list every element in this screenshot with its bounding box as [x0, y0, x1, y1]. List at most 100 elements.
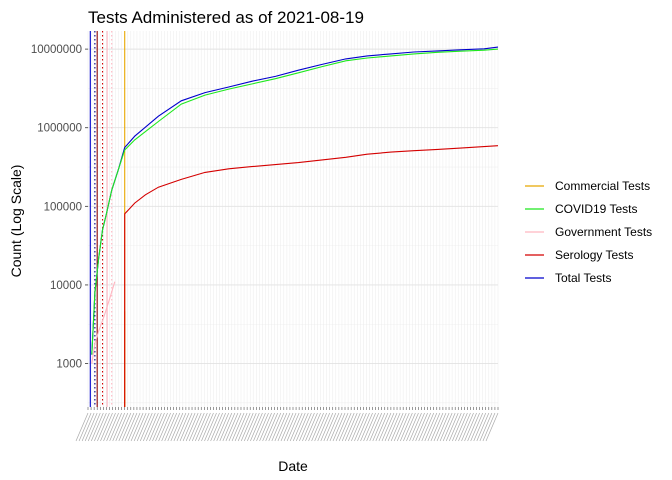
x-tick-label-glyph — [455, 412, 468, 442]
x-tick-label-glyph — [283, 412, 297, 442]
x-tick-label-glyph — [234, 412, 248, 442]
x-tick-label-glyph — [295, 412, 309, 442]
x-tick-label-glyph — [103, 412, 116, 442]
x-tick-label-glyph — [216, 412, 230, 442]
x-tick-label-glyph — [225, 412, 239, 442]
x-tick-label-glyph — [271, 412, 285, 442]
x-tick-label-glyph — [176, 412, 190, 442]
x-tick-label-glyph — [427, 412, 441, 442]
x-tick-label-glyph — [149, 412, 162, 442]
x-tick-label-glyph — [289, 412, 303, 442]
x-tick-label-glyph — [458, 412, 471, 442]
x-tick-label-glyph — [265, 412, 279, 442]
x-tick-label-glyph — [81, 412, 95, 442]
x-tick-label-glyph — [219, 412, 233, 442]
x-tick-label-glyph — [118, 412, 132, 442]
x-tick-label-glyph — [213, 412, 227, 442]
x-tick-label-glyph — [314, 412, 327, 442]
x-tick-label-glyph — [167, 412, 181, 442]
x-tick-label-glyph — [299, 412, 312, 442]
x-tick-label-glyph — [106, 412, 119, 442]
series-line-covid19-tests — [91, 48, 499, 355]
x-tick-label-glyph — [280, 412, 294, 442]
legend: Commercial Tests COVID19 Tests Government … — [525, 179, 652, 285]
x-tick-label-glyph — [210, 412, 223, 442]
x-tick-label-glyph — [277, 412, 291, 442]
chart-title: Tests Administered as of 2021-08-19 — [88, 8, 364, 27]
x-tick-label-glyph — [139, 412, 153, 442]
x-tick-label-glyph — [439, 412, 453, 442]
legend-label: Commercial Tests — [555, 179, 650, 193]
grid — [87, 31, 499, 407]
x-tick-label-glyph — [78, 412, 92, 442]
x-tick-label-glyph — [366, 412, 379, 442]
x-tick-label-glyph — [351, 412, 364, 442]
x-tick-label-glyph — [198, 412, 211, 442]
y-tick-label: 10000000 — [31, 44, 82, 56]
x-tick-label-glyph — [253, 412, 266, 442]
x-tick-label-glyph — [302, 412, 315, 442]
x-tick-label-glyph — [195, 412, 208, 442]
x-tick-label-glyph — [436, 412, 450, 442]
x-axis-ticks — [75, 407, 499, 442]
x-tick-label-glyph — [243, 412, 257, 442]
x-tick-label-glyph — [396, 412, 410, 442]
x-tick-label-glyph — [479, 412, 493, 442]
legend-label: Serology Tests — [555, 248, 634, 262]
x-tick-label-glyph — [109, 412, 122, 442]
x-tick-label-glyph — [204, 412, 217, 442]
x-tick-label-glyph — [442, 412, 456, 442]
x-tick-label-glyph — [375, 412, 389, 442]
legend-label: COVID19 Tests — [555, 202, 637, 216]
x-tick-label-glyph — [341, 412, 355, 442]
x-tick-label-glyph — [476, 412, 490, 442]
x-tick-label-glyph — [418, 412, 432, 442]
x-tick-label-glyph — [250, 412, 263, 442]
x-tick-label-glyph — [335, 412, 349, 442]
x-tick-label-glyph — [142, 412, 156, 442]
x-tick-label-glyph — [332, 412, 346, 442]
x-tick-label-glyph — [127, 412, 141, 442]
x-tick-label-glyph — [87, 412, 101, 442]
x-tick-label-glyph — [240, 412, 254, 442]
x-tick-label-glyph — [136, 412, 150, 442]
x-tick-label-glyph — [155, 412, 168, 442]
y-tick-label: 1000000 — [37, 123, 82, 135]
x-tick-label-glyph — [354, 412, 367, 442]
x-tick-label-glyph — [305, 412, 318, 442]
x-tick-label-glyph — [188, 412, 202, 442]
x-tick-label-glyph — [292, 412, 306, 442]
x-tick-label-glyph — [146, 412, 159, 442]
x-tick-label-glyph — [268, 412, 282, 442]
x-tick-label-glyph — [430, 412, 444, 442]
x-tick-label-glyph — [247, 412, 260, 442]
x-tick-label-glyph — [387, 412, 401, 442]
x-tick-label-glyph — [363, 412, 376, 442]
x-tick-label-glyph — [421, 412, 435, 442]
x-tick-label-glyph — [433, 412, 447, 442]
x-tick-label-glyph — [406, 412, 419, 442]
x-tick-label-glyph — [360, 412, 373, 442]
legend-label: Total Tests — [555, 271, 611, 285]
x-tick-label-glyph — [84, 412, 98, 442]
x-tick-label-glyph — [461, 412, 474, 442]
x-tick-label-glyph — [448, 412, 462, 442]
x-tick-label-glyph — [124, 412, 138, 442]
x-tick-label-glyph — [482, 412, 496, 442]
x-tick-label-glyph — [400, 412, 413, 442]
x-tick-label-glyph — [329, 412, 343, 442]
x-tick-label-glyph — [357, 412, 370, 442]
x-tick-label-glyph — [130, 412, 144, 442]
x-tick-label-glyph — [326, 412, 340, 442]
x-tick-label-glyph — [191, 412, 205, 442]
x-tick-label-glyph — [470, 412, 484, 442]
x-tick-label-glyph — [384, 412, 398, 442]
x-tick-label-glyph — [173, 412, 187, 442]
x-tick-label-glyph — [90, 412, 104, 442]
x-tick-label-glyph — [158, 412, 171, 442]
x-tick-label-glyph — [182, 412, 196, 442]
x-tick-label-glyph — [323, 412, 337, 442]
x-tick-label-glyph — [381, 412, 395, 442]
x-tick-label-glyph — [473, 412, 487, 442]
